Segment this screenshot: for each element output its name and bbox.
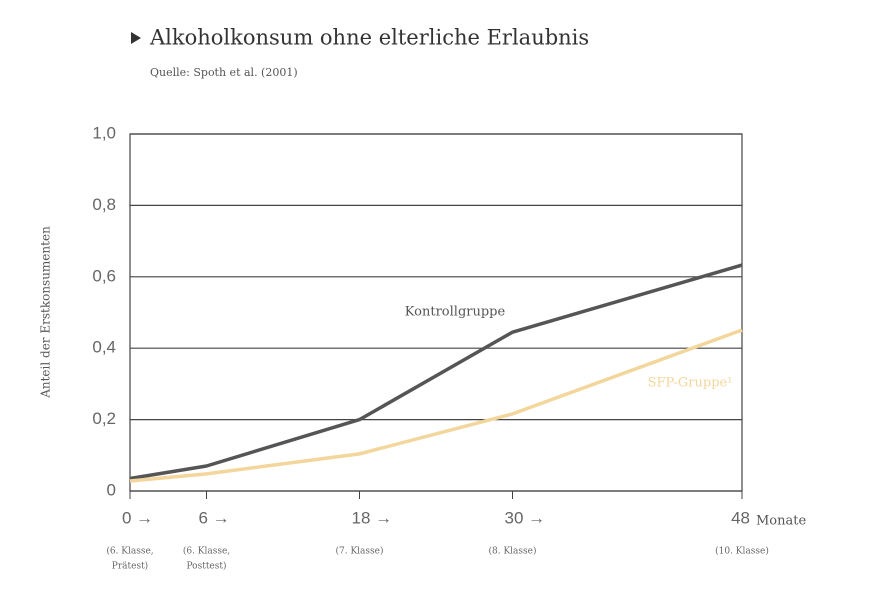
chart-title: Alkoholkonsum ohne elterliche Erlaubnis [149,26,589,50]
x-tick-note: (8. Klasse) [488,546,536,557]
y-tick-label: 0 [107,480,116,499]
chart-subtitle: Quelle: Spoth et al. (2001) [150,66,298,79]
y-axis-label: Anteil der Erstkonsumenten [39,226,53,399]
series-label: Kontrollgruppe [405,305,506,320]
title-marker [131,32,141,44]
x-tick-note: (7. Klasse) [335,546,383,557]
data-line [129,263,743,481]
x-tick-label: 6 → [199,508,230,527]
y-tick-label: 1,0 [92,123,116,142]
x-tick-label: 0 → [122,508,153,527]
x-tick-note: Prätest) [112,561,148,572]
data-line [129,328,743,483]
series-label: SFP-Gruppe¹ [648,376,733,391]
y-tick-label: 0,2 [92,409,116,428]
x-axis-label: Monate [756,514,806,529]
x-tick-label: 18 → [352,508,393,527]
y-tick-label: 0,4 [92,338,116,357]
y-tick-label: 0,8 [92,195,116,214]
x-tick-note: (6. Klasse, [183,546,230,557]
x-tick-label: 48 [731,508,750,527]
x-tick-note: Posttest) [186,561,226,572]
x-tick-note: (10. Klasse) [715,546,769,557]
x-tick-note: (6. Klasse, [106,546,153,557]
plot-frame [129,133,743,492]
x-tick-label: 30 → [505,508,546,527]
y-tick-label: 0,6 [92,266,116,285]
